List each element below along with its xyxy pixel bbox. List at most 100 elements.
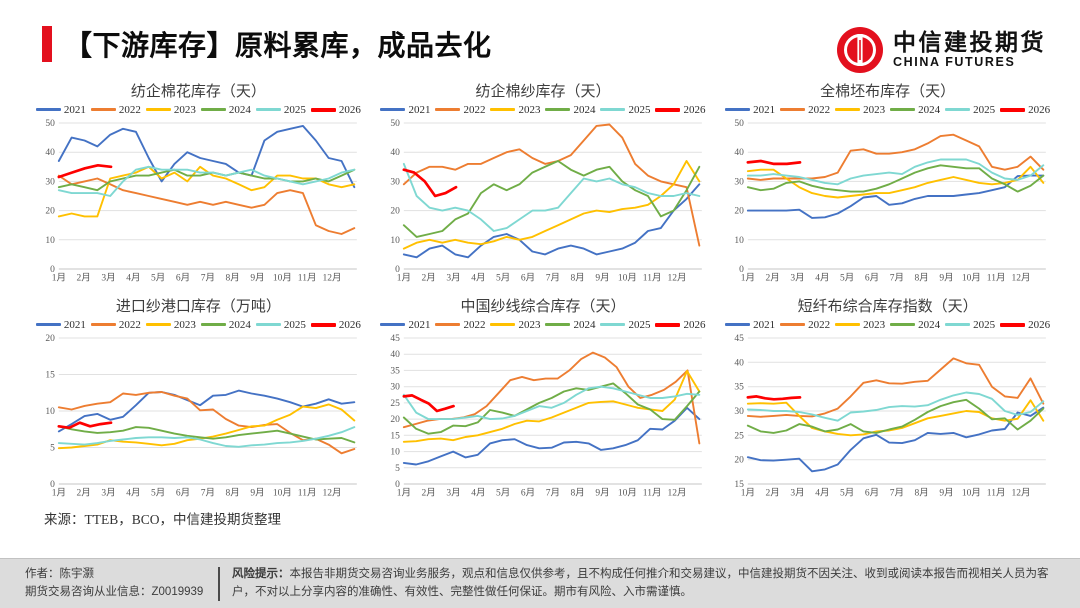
x-tick-label: 8月: [225, 273, 239, 284]
legend-label: 2025: [973, 318, 996, 331]
y-tick-label: 50: [45, 119, 55, 129]
legend-label: 2026: [338, 318, 361, 331]
y-tick-label: 10: [390, 236, 400, 246]
line-chart: 0 10 20 30 40 50 1月 2月 3月 4月 5月 6月 7月 8月 9月 10月 11月 12月: [735, 119, 1047, 284]
y-tick-label: 35: [390, 366, 400, 376]
y-tick-label: 10: [45, 236, 55, 246]
legend-item-2025: 2025: [255, 104, 306, 116]
series-line-2022: [402, 123, 700, 247]
legend-line-swatch-2022: [90, 108, 116, 111]
legend-line-swatch-2025: [255, 323, 281, 326]
x-tick-label: 3月: [446, 273, 460, 284]
chart-textile-yarn-inventory: 纺企棉纱库存（天） 2021 2022 2023 2024 2025 2026 0 10 20…: [377, 78, 710, 285]
y-tick-label: 5: [395, 464, 400, 474]
series-line-2024: [57, 425, 356, 444]
y-tick-label: 25: [390, 399, 400, 409]
x-tick-label: 4月: [126, 273, 140, 284]
legend-line-swatch-2024: [200, 108, 226, 111]
legend-line-swatch-2021: [725, 108, 751, 111]
y-tick-label: 45: [735, 334, 745, 344]
series-line-2021: [402, 406, 700, 466]
legend-label: 2025: [628, 318, 651, 331]
legend-item-2026: 2026: [310, 104, 361, 116]
y-tick-label: 30: [735, 177, 745, 187]
series-line-2026: [746, 159, 802, 166]
line-chart: 0 5 10 15 20 25 30 35 40 45 1月 2月 3月 4月 5月 6月 7月 8月 9月 10月 1…: [390, 334, 702, 499]
legend-line-swatch-2025: [945, 108, 971, 111]
line-chart: 0 10 20 30 40 50 1月 2月 3月 4月 5月 6月 7月 8月 9月 10月 11月 12月: [390, 119, 702, 284]
series-line-2026: [57, 163, 113, 179]
legend-item-2022: 2022: [90, 319, 141, 331]
series-line-2021: [57, 124, 356, 189]
legend-line-swatch-2026: [655, 107, 681, 112]
x-tick-label: 2月: [421, 273, 435, 284]
chart-title: 中国纱线综合库存（天）: [460, 299, 626, 315]
y-tick-label: 30: [45, 177, 55, 187]
chart-title: 纺企棉花库存（天）: [130, 84, 266, 100]
series-line-2025: [402, 162, 700, 232]
x-tick-label: 1月: [741, 488, 755, 499]
series-line-2024: [402, 160, 700, 238]
legend-line-swatch-2024: [890, 323, 916, 326]
legend-line-swatch-2025: [600, 323, 626, 326]
legend-label: 2024: [228, 103, 251, 116]
chart-cotton-grey-fabric-inventory: 全棉坯布库存（天） 2021 2022 2023 2024 2025 2026 0 10 20…: [721, 78, 1054, 285]
series-line-2025: [747, 158, 1045, 186]
y-tick-label: 20: [45, 334, 55, 344]
x-tick-label: 5月: [151, 488, 165, 499]
chart-title: 短纤布综合库存指数（天）: [797, 299, 978, 315]
x-tick-label: 11月: [642, 488, 661, 499]
series-line-2024: [747, 164, 1045, 193]
legend-item-2026: 2026: [655, 319, 705, 331]
x-tick-label: 6月: [865, 488, 879, 499]
x-tick-label: 10月: [617, 273, 636, 284]
y-tick-label: 10: [390, 448, 400, 458]
legend-line-swatch-2025: [600, 108, 626, 111]
legend-label: 2021: [63, 103, 86, 116]
x-tick-label: 7月: [890, 273, 904, 284]
x-tick-label: 6月: [176, 273, 190, 284]
legend-label: 2021: [753, 318, 776, 331]
brand-name-cn: 中信建投期货: [893, 29, 1046, 56]
x-tick-label: 4月: [126, 488, 140, 499]
chart-legend: 2021 2022 2023 2024 2025 2026: [32, 317, 365, 332]
y-tick-label: 30: [735, 407, 745, 417]
legend-item-2021: 2021: [725, 104, 775, 116]
series-line-2025: [57, 426, 356, 448]
x-tick-label: 11月: [642, 273, 661, 284]
legend-line-swatch-2022: [780, 323, 806, 326]
x-tick-label: 9月: [595, 488, 609, 499]
series-line-2025: [747, 391, 1045, 422]
x-tick-label: 4月: [816, 488, 830, 499]
x-tick-label: 3月: [101, 488, 115, 499]
x-tick-label: 9月: [940, 488, 954, 499]
x-tick-label: 1月: [741, 273, 755, 284]
y-tick-label: 15: [390, 431, 400, 441]
page-title: 【下游库存】原料累库，成品去化: [64, 30, 492, 61]
x-tick-label: 2月: [76, 273, 90, 284]
chart-legend: 2021 2022 2023 2024 2025 2026: [721, 317, 1054, 332]
x-tick-label: 8月: [570, 488, 584, 499]
legend-line-swatch-2023: [490, 108, 516, 111]
legend-label: 2022: [463, 103, 486, 116]
legend-label: 2023: [863, 318, 886, 331]
y-tick-label: 50: [735, 119, 745, 129]
legend-line-swatch-2024: [545, 108, 571, 111]
legend-label: 2024: [918, 103, 941, 116]
legend-item-2026: 2026: [310, 318, 361, 331]
y-tick-label: 15: [735, 480, 745, 490]
x-tick-label: 10月: [962, 273, 981, 284]
legend-line-swatch-2022: [780, 108, 806, 111]
x-tick-label: 2月: [766, 273, 780, 284]
legend-item-2021: 2021: [380, 104, 430, 116]
legend-label: 2022: [808, 103, 831, 116]
x-tick-label: 2月: [76, 488, 90, 499]
legend-line-swatch-2021: [35, 323, 61, 326]
y-tick-label: 20: [45, 207, 55, 217]
charts-grid: 纺企棉花库存（天） 2021 2022 2023 2024 2025 2026 0 10 20…: [0, 72, 1080, 500]
y-tick-label: 40: [735, 148, 745, 158]
x-tick-label: 12月: [1012, 488, 1031, 499]
legend-item-2026: 2026: [655, 104, 705, 116]
y-tick-label: 35: [735, 383, 745, 393]
legend-line-swatch-2026: [1000, 322, 1026, 327]
